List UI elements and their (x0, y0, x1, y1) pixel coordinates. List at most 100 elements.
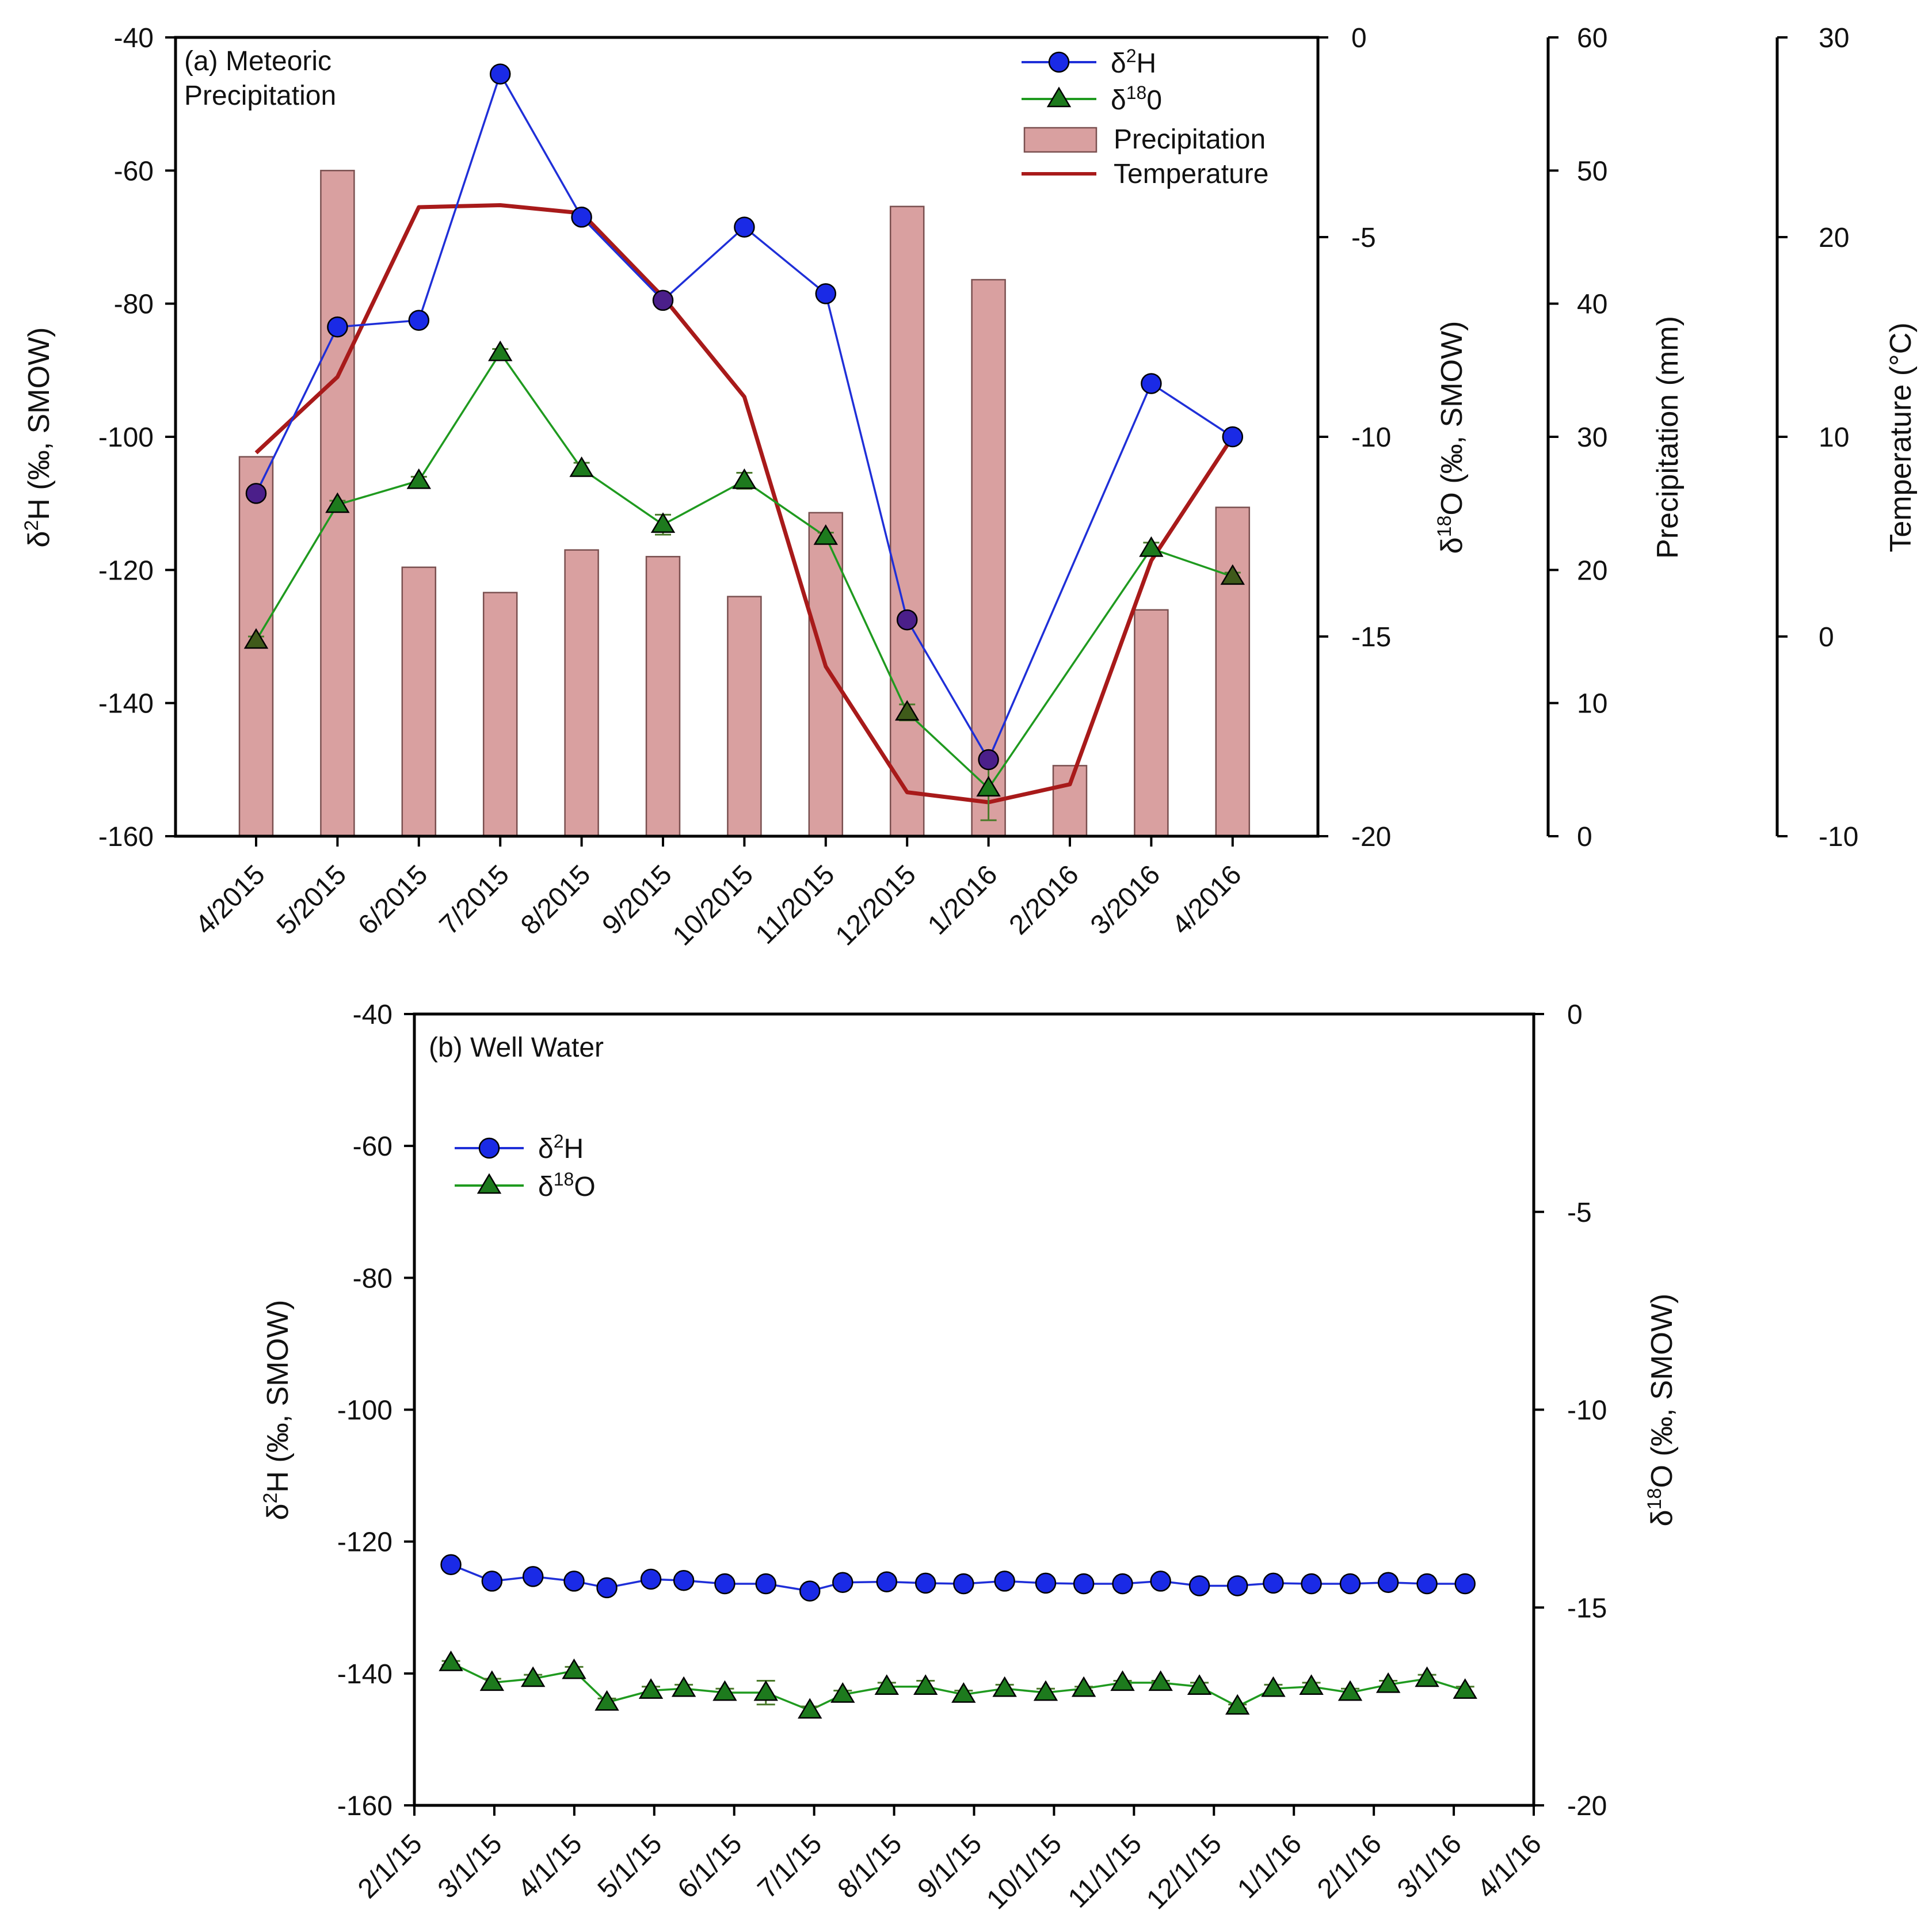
left-axis-d2h: -160 -140 -120 -100 -80 -60 -40 (98, 23, 176, 852)
d18o-point-9/2015 (650, 512, 676, 533)
right-axis-precipitation: 0 10 20 30 40 50 60 (1546, 23, 1607, 852)
axis-label-d18o-b: δ18O (‰, SMOW) (1644, 1294, 1679, 1527)
tick-label-precipitation: 50 (1577, 156, 1607, 186)
well-d18o-point-2/10/16 (1375, 1672, 1401, 1693)
d18o-point-4/2016 (1220, 564, 1245, 585)
tick-label-date: 3/1/16 (1392, 1828, 1468, 1904)
well-d2h-point-9/23/15 (994, 1571, 1015, 1592)
tick-label-month: 12/2015 (830, 859, 922, 951)
legend-temp-label: Temperature (1114, 159, 1268, 189)
well-d2h-point-3/20/15 (481, 1571, 503, 1592)
d2h-point-1/2016 (978, 749, 999, 771)
right-axis-d18o-b: -20 -15 -10 -5 0 (1534, 1000, 1607, 1821)
tick-label-d18o: -5 (1351, 223, 1376, 253)
tick-label-d18o: -15 (1351, 622, 1391, 653)
tick-label-d2h-b: -40 (353, 1000, 393, 1030)
well-d18o-point-11/5/15 (1110, 1670, 1135, 1691)
well-d2h-point-4/19/15 (563, 1571, 585, 1592)
tick-label-d2h-b: -120 (337, 1527, 393, 1558)
d18o-point-4/2015 (243, 628, 269, 649)
well-d2h-point-12/3/15 (1188, 1575, 1210, 1596)
tick-label-date: 3/1/15 (432, 1828, 508, 1904)
tick-label-month: 6/2015 (352, 859, 433, 940)
tick-label-d18o: 0 (1351, 23, 1367, 54)
x-axis-dates: 2/1/15 3/1/15 4/1/15 5/1/15 6/1/15 7/1/15 8/1/… (352, 1805, 1548, 1915)
well-d2h-point-1/13/16 (1301, 1573, 1322, 1595)
left-axis-d2h-b: -160 -140 -120 -100 -80 -60 -40 (337, 1000, 414, 1821)
well-d2h-point-11/5/15 (1112, 1573, 1133, 1595)
well-d18o-point-7/14/15 (798, 1698, 822, 1719)
d18o-point-1/2016 (976, 776, 1001, 796)
legend-b-d2h-marker (478, 1137, 500, 1159)
tick-label-date: 10/1/15 (981, 1828, 1068, 1915)
well-d18o-point-8/25/15 (913, 1674, 938, 1695)
well-d18o-point-11/19/15 (1148, 1670, 1173, 1691)
legend-b: δ2H δ18O (455, 1131, 596, 1202)
axis-label-d2h: δ2H (‰, SMOW) (21, 327, 56, 548)
d18o-line (255, 351, 1233, 790)
well-d2h-point-6/13/15 (714, 1573, 736, 1595)
d2h-point-11/2015 (815, 283, 837, 304)
precipitation-bar-7/2015 (482, 592, 518, 837)
tick-label-d18o-b: -15 (1567, 1593, 1607, 1623)
tick-label-d2h-b: -60 (353, 1131, 393, 1162)
d18o-point-7/2015 (488, 340, 513, 361)
well-d2h-point-10/8/15 (1035, 1572, 1057, 1594)
temperature-line (254, 203, 1234, 805)
well-d18o-point-1/13/16 (1299, 1674, 1324, 1695)
axis-label-temperature: Temperature (°C) (1884, 322, 1918, 552)
d2h-point-10/2015 (734, 216, 755, 238)
well-d18o-point-1/27/16 (1337, 1680, 1363, 1701)
well-d18o-point-4/19/15 (562, 1658, 586, 1679)
tick-label-temperature: 0 (1819, 622, 1834, 653)
d2h-point-12/2015 (896, 609, 918, 631)
tick-label-d2h: -60 (114, 156, 154, 186)
precipitation-bar-4/2016 (1215, 506, 1251, 837)
panel-a-meteoric-precipitation: -160-140-120-100-80-60-40 -20-15-10-50 0… (21, 23, 1918, 951)
tick-label-d2h: -40 (114, 23, 154, 54)
tick-label-date: 2/1/16 (1312, 1828, 1388, 1904)
well-d18o-point-12/17/15 (1225, 1694, 1250, 1715)
x-axis-months: 4/2015 5/2015 6/2015 7/2015 8/2015 9/201510/2… (189, 836, 1248, 951)
d2h-point-5/2015 (327, 316, 348, 338)
d2h-point-3/2016 (1141, 373, 1162, 394)
panel-b-well-water: -160 -140 -120 -100 -80 -60 -40 -20 -15 -10 -5 0 2… (260, 1000, 1679, 1915)
legend-b-d2h-label: δ2H (538, 1131, 584, 1164)
precipitation-bar-3/2016 (1134, 609, 1169, 837)
plot-frame-b (413, 1012, 1535, 1807)
well-d18o-point-4/4/15 (520, 1666, 546, 1687)
legend-d2h-label: δ2H (1111, 45, 1156, 79)
well-d18o-point-12/30/15 (1261, 1676, 1286, 1697)
d18o-point-8/2015 (569, 456, 594, 477)
legend-d18o-label: δ180 (1111, 82, 1162, 116)
precipitation-bar-10/2015 (727, 596, 762, 837)
precipitation-bar-12/2015 (889, 205, 925, 837)
tick-label-date: 7/1/15 (752, 1828, 828, 1904)
d18o-point-3/2016 (1139, 536, 1164, 557)
tick-label-d2h-b: -140 (337, 1659, 393, 1690)
well-d2h-point-1/27/16 (1339, 1573, 1361, 1595)
precipitation-bar-2/2016 (1052, 765, 1088, 837)
d2h-point-4/2016 (1222, 426, 1244, 448)
well-d2h-point-4/4/15 (522, 1566, 544, 1587)
tick-label-d18o-b: 0 (1567, 1000, 1583, 1030)
well-d18o-point-10/22/15 (1071, 1676, 1096, 1697)
tick-label-temperature: -10 (1819, 822, 1858, 852)
tick-label-month: 3/2016 (1085, 859, 1166, 940)
tick-label-d2h: -140 (98, 689, 154, 719)
well-d2h-point-11/19/15 (1150, 1571, 1171, 1592)
tick-label-month: 1/2016 (922, 859, 1003, 940)
d2h-point-7/2015 (489, 63, 511, 85)
well-d18o-point-5/1/15 (595, 1690, 619, 1711)
d18o-point-6/2015 (406, 468, 431, 489)
tick-label-date: 12/1/15 (1141, 1828, 1228, 1915)
d18o-point-10/2015 (732, 468, 757, 489)
tick-label-month: 9/2015 (596, 859, 677, 940)
axis-label-d18o: δ18O (‰, SMOW) (1434, 321, 1469, 554)
tick-label-precipitation: 10 (1577, 689, 1607, 719)
tick-label-precipitation: 20 (1577, 555, 1607, 586)
tick-label-d18o: -20 (1351, 822, 1391, 852)
d2h-point-8/2015 (571, 207, 592, 228)
well-d18o-series (439, 1651, 1477, 1719)
well-d18o-point-3/5/15 (439, 1651, 463, 1671)
